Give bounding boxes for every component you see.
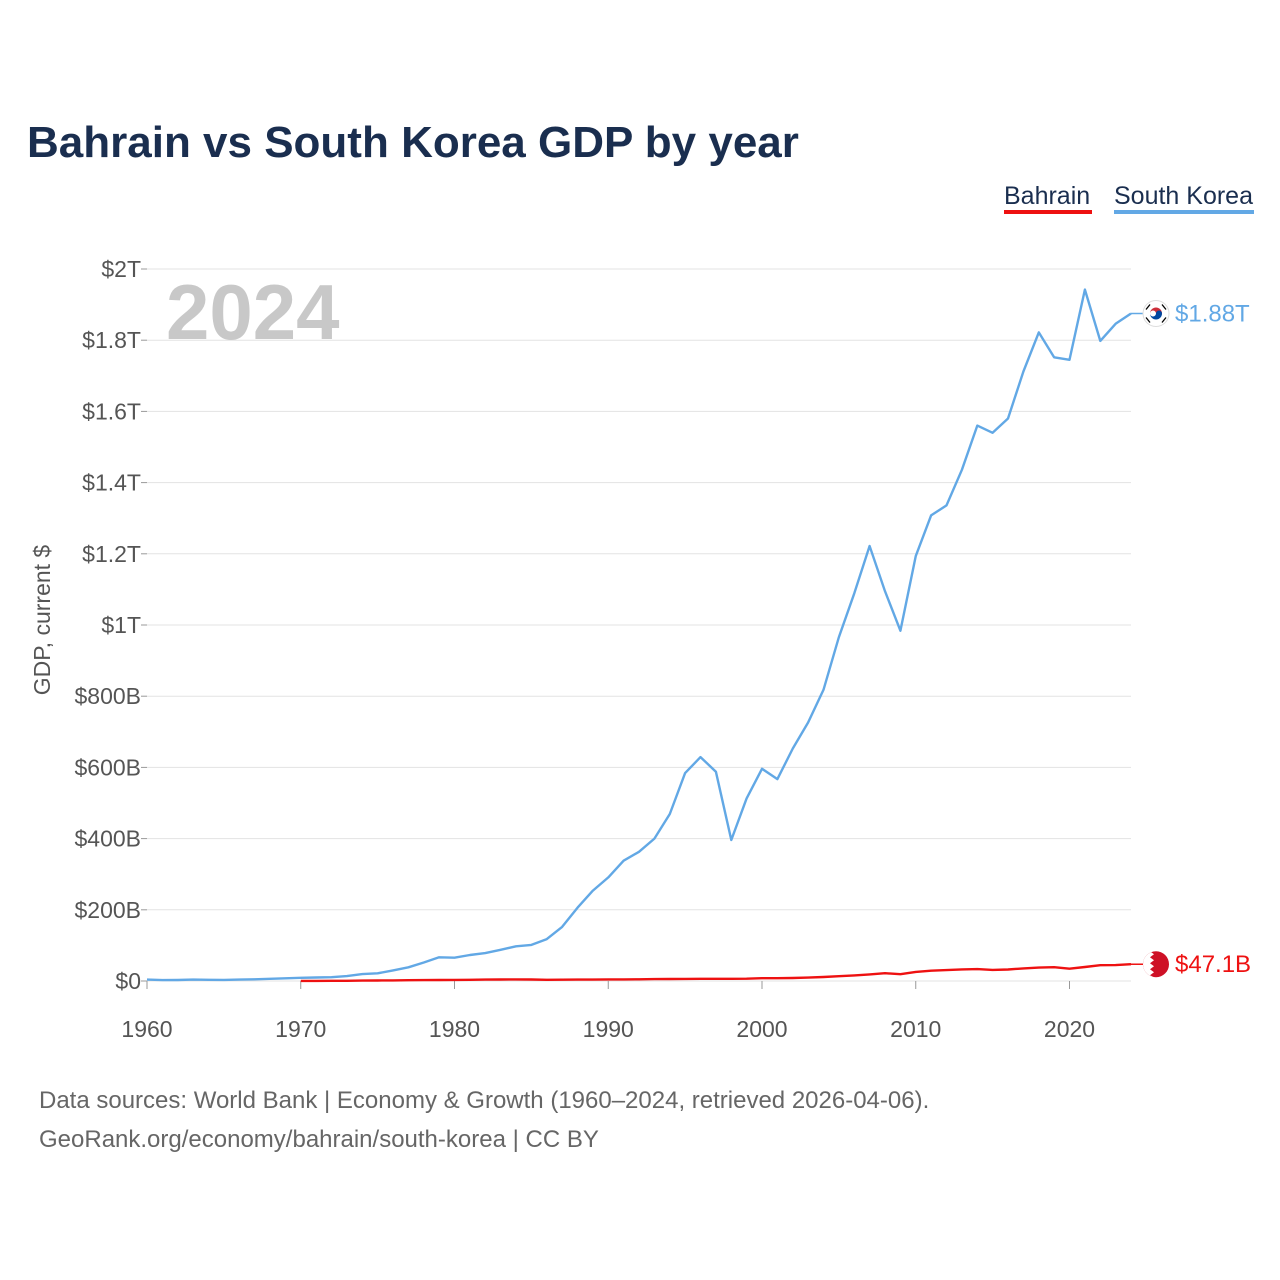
bahrain-end-value: $47.1B	[1175, 951, 1251, 978]
legend-swatch-bahrain	[1004, 210, 1092, 214]
x-tick-label-4: 2000	[736, 1016, 787, 1042]
legend-label-south-korea: South Korea	[1114, 182, 1253, 210]
bahrain-end-marker: $47.1B	[1131, 951, 1251, 978]
y-tick-label-6: $1.2T	[82, 541, 141, 567]
gridlines	[141, 268, 1131, 982]
y-tick-label-8: $1.6T	[82, 398, 141, 424]
south-korea-end-value: $1.88T	[1175, 301, 1250, 328]
series-line-south-korea[interactable]	[146, 288, 1132, 982]
series-lines	[146, 288, 1132, 983]
bahrain-flag-icon	[1143, 951, 1169, 978]
series-line-bahrain[interactable]	[300, 963, 1132, 983]
y-tick-label-7: $1.4T	[82, 470, 141, 496]
y-tick-label-3: $600B	[74, 754, 141, 780]
y-axis-title: GDP, current $	[29, 545, 55, 696]
y-tick-label-2: $400B	[74, 826, 141, 852]
y-axis-tick-labels: $0 $200B $400B $600B $800B $1T $1.2T $1.4T $1.6T…	[74, 256, 141, 994]
y-tick-label-10: $2T	[101, 256, 141, 282]
x-axis-tick-labels: 1960 1970 1980 1990 2000 2010 2020	[121, 981, 1095, 1042]
y-tick-label-9: $1.8T	[82, 327, 141, 353]
y-tick-label-5: $1T	[101, 612, 141, 638]
x-tick-label-5: 2010	[890, 1016, 941, 1042]
x-tick-label-6: 2020	[1044, 1016, 1095, 1042]
legend-label-bahrain: Bahrain	[1004, 182, 1090, 210]
x-tick-label-3: 1990	[583, 1016, 634, 1042]
south-korea-end-marker: $1.88T	[1131, 300, 1250, 328]
y-tick-label-0: $0	[115, 968, 141, 994]
y-tick-label-4: $800B	[74, 683, 141, 709]
legend-item-bahrain[interactable]: Bahrain	[1004, 182, 1092, 214]
source-line-2[interactable]: GeoRank.org/economy/bahrain/south-korea …	[39, 1126, 599, 1153]
legend-item-south-korea[interactable]: South Korea	[1114, 182, 1254, 214]
south-korea-flag-icon	[1142, 300, 1170, 327]
x-tick-label-1: 1970	[275, 1016, 326, 1042]
legend-swatch-south-korea	[1114, 210, 1254, 214]
chart-title: Bahrain vs South Korea GDP by year	[27, 118, 799, 167]
y-tick-label-1: $200B	[74, 897, 141, 923]
legend: Bahrain South Korea	[1004, 182, 1254, 214]
year-watermark: 2024	[166, 268, 340, 356]
source-line-1: Data sources: World Bank | Economy & Gro…	[39, 1087, 929, 1114]
x-tick-label-0: 1960	[121, 1016, 172, 1042]
x-tick-label-2: 1980	[429, 1016, 480, 1042]
